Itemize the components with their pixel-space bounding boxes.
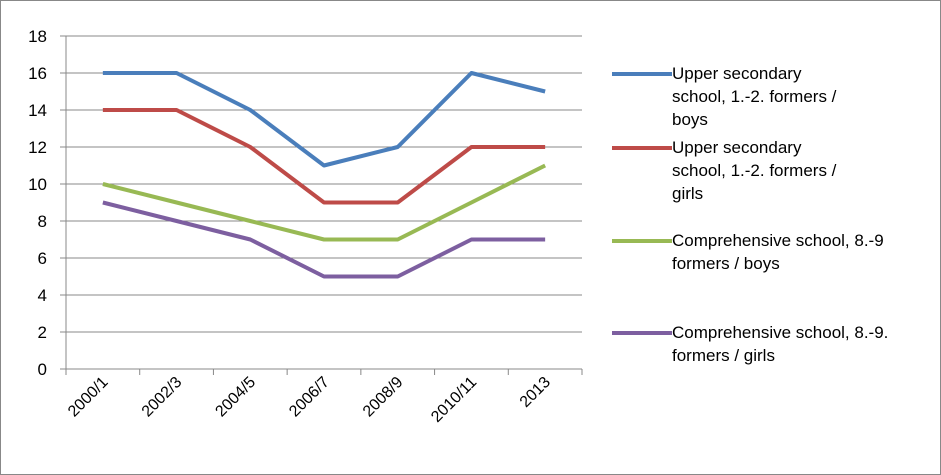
- y-tick-label: 14: [28, 101, 47, 120]
- y-tick-label: 6: [38, 249, 47, 268]
- legend-item: Comprehensive school, 8.-9. formers / gi…: [612, 321, 902, 367]
- y-tick-label: 18: [28, 27, 47, 46]
- y-tick-label: 8: [38, 212, 47, 231]
- legend-swatch: [612, 331, 672, 335]
- series-line: [102, 108, 546, 205]
- y-tick-label: 4: [38, 286, 47, 305]
- legend-label: Upper secondary school, 1.-2. formers / …: [672, 64, 837, 129]
- legend-swatch: [612, 239, 672, 243]
- series-line: [102, 71, 546, 168]
- series-line: [102, 163, 547, 242]
- legend-label: Comprehensive school, 8.-9. formers / gi…: [672, 323, 889, 365]
- legend-item: Upper secondary school, 1.-2. formers / …: [612, 136, 902, 205]
- y-tick-label: 0: [38, 360, 47, 379]
- legend-label: Comprehensive school, 8.-9 formers / boy…: [672, 231, 884, 273]
- series-line: [102, 200, 546, 279]
- legend-item: Comprehensive school, 8.-9 formers / boy…: [612, 229, 902, 275]
- legend-item: Upper secondary school, 1.-2. formers / …: [612, 62, 902, 131]
- legend-label: Upper secondary school, 1.-2. formers / …: [672, 138, 837, 203]
- y-tick-label: 2: [38, 323, 47, 342]
- y-tick-label: 12: [28, 138, 47, 157]
- legend-swatch: [612, 72, 672, 76]
- y-tick-label: 16: [28, 64, 47, 83]
- legend-swatch: [612, 146, 672, 150]
- y-tick-label: 10: [28, 175, 47, 194]
